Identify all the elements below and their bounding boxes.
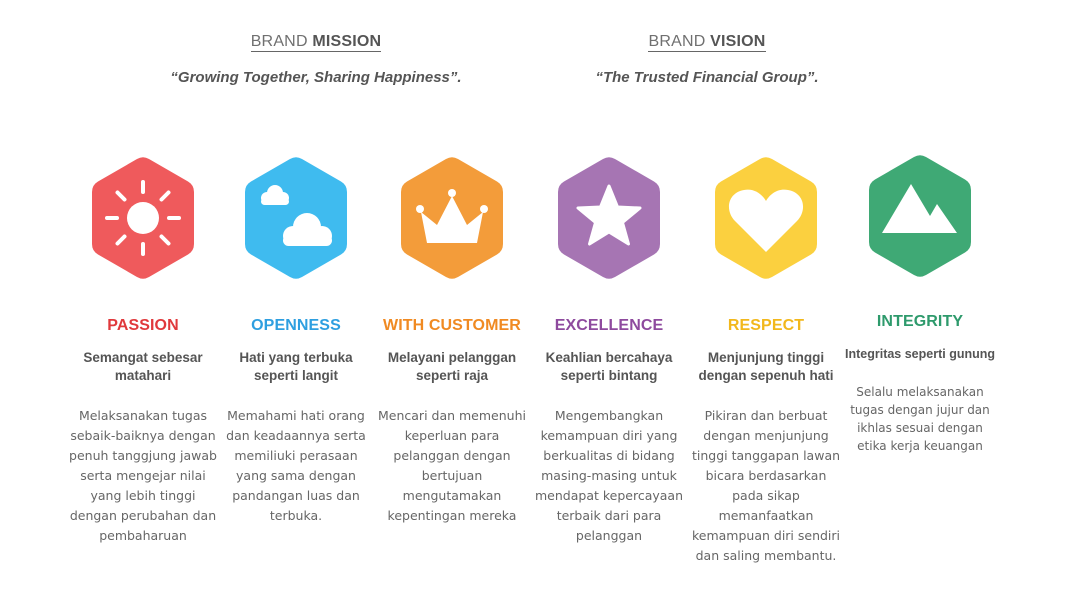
star-icon — [558, 157, 660, 279]
value-with-customer: WITH CUSTOMER Melayani pelanggan seperti… — [377, 155, 527, 526]
brand-vision-quote: “The Trusted Financial Group”. — [595, 69, 819, 86]
brand-mission-quote: “Growing Together, Sharing Happiness”. — [170, 69, 462, 86]
value-description: Selalu melaksanakan tugas dengan jujur d… — [850, 385, 990, 453]
value-description: Mengembangkan kemampuan diri yang berkua… — [535, 408, 683, 543]
value-description: Melaksanakan tugas sebaik-baiknya dengan… — [69, 408, 217, 543]
heart-icon — [715, 157, 817, 279]
value-integrity: INTEGRITY Integritas seperti gunung Sela… — [845, 155, 995, 455]
value-title: EXCELLENCE — [554, 317, 664, 334]
crown-icon — [401, 157, 503, 279]
brand-mission-heading: BRAND MISSION — [250, 33, 382, 52]
value-description: Mencari dan memenuhi keperluan para pela… — [378, 408, 526, 523]
value-excellence: EXCELLENCE Keahlian bercahaya seperti bi… — [534, 155, 684, 546]
value-title: WITH CUSTOMER — [383, 317, 521, 334]
cloud-icon — [245, 157, 347, 279]
value-description: Pikiran dan berbuat dengan menjunjung ti… — [691, 408, 841, 563]
sun-icon — [92, 157, 194, 279]
brand-vision: BRAND VISION “The Trusted Financial Grou… — [497, 33, 917, 86]
value-subtitle: Menjunjung tinggi dengan sepenuh hati — [698, 350, 834, 383]
brand-mission: BRAND MISSION “Growing Together, Sharing… — [106, 33, 526, 86]
mountain-icon — [869, 155, 971, 277]
value-title: RESPECT — [727, 317, 805, 334]
value-openness: OPENNESS Hati yang terbuka seperti langi… — [221, 155, 371, 526]
value-subtitle: Integritas seperti gunung — [845, 347, 996, 361]
value-subtitle: Melayani pelanggan seperti raja — [387, 350, 517, 383]
brand-vision-heading-light: BRAND — [648, 33, 711, 50]
hex-badge — [245, 157, 347, 279]
value-title: OPENNESS — [251, 317, 341, 334]
value-passion: PASSION Semangat sebesar matahari Melaks… — [68, 155, 218, 546]
value-subtitle: Hati yang terbuka seperti langit — [239, 350, 353, 383]
brand-vision-heading: BRAND VISION — [648, 33, 766, 52]
brand-mission-heading-light: BRAND — [250, 33, 313, 50]
brand-vision-heading-bold: VISION — [710, 33, 766, 50]
value-title: PASSION — [107, 317, 179, 334]
value-subtitle: Semangat sebesar matahari — [83, 350, 203, 383]
value-title: INTEGRITY — [876, 313, 964, 330]
brand-mission-heading-bold: MISSION — [312, 33, 382, 50]
value-subtitle: Keahlian bercahaya seperti bintang — [545, 350, 673, 383]
value-description: Memahami hati orang dan keadaannya serta… — [226, 408, 366, 523]
value-respect: RESPECT Menjunjung tinggi dengan sepenuh… — [691, 155, 841, 566]
